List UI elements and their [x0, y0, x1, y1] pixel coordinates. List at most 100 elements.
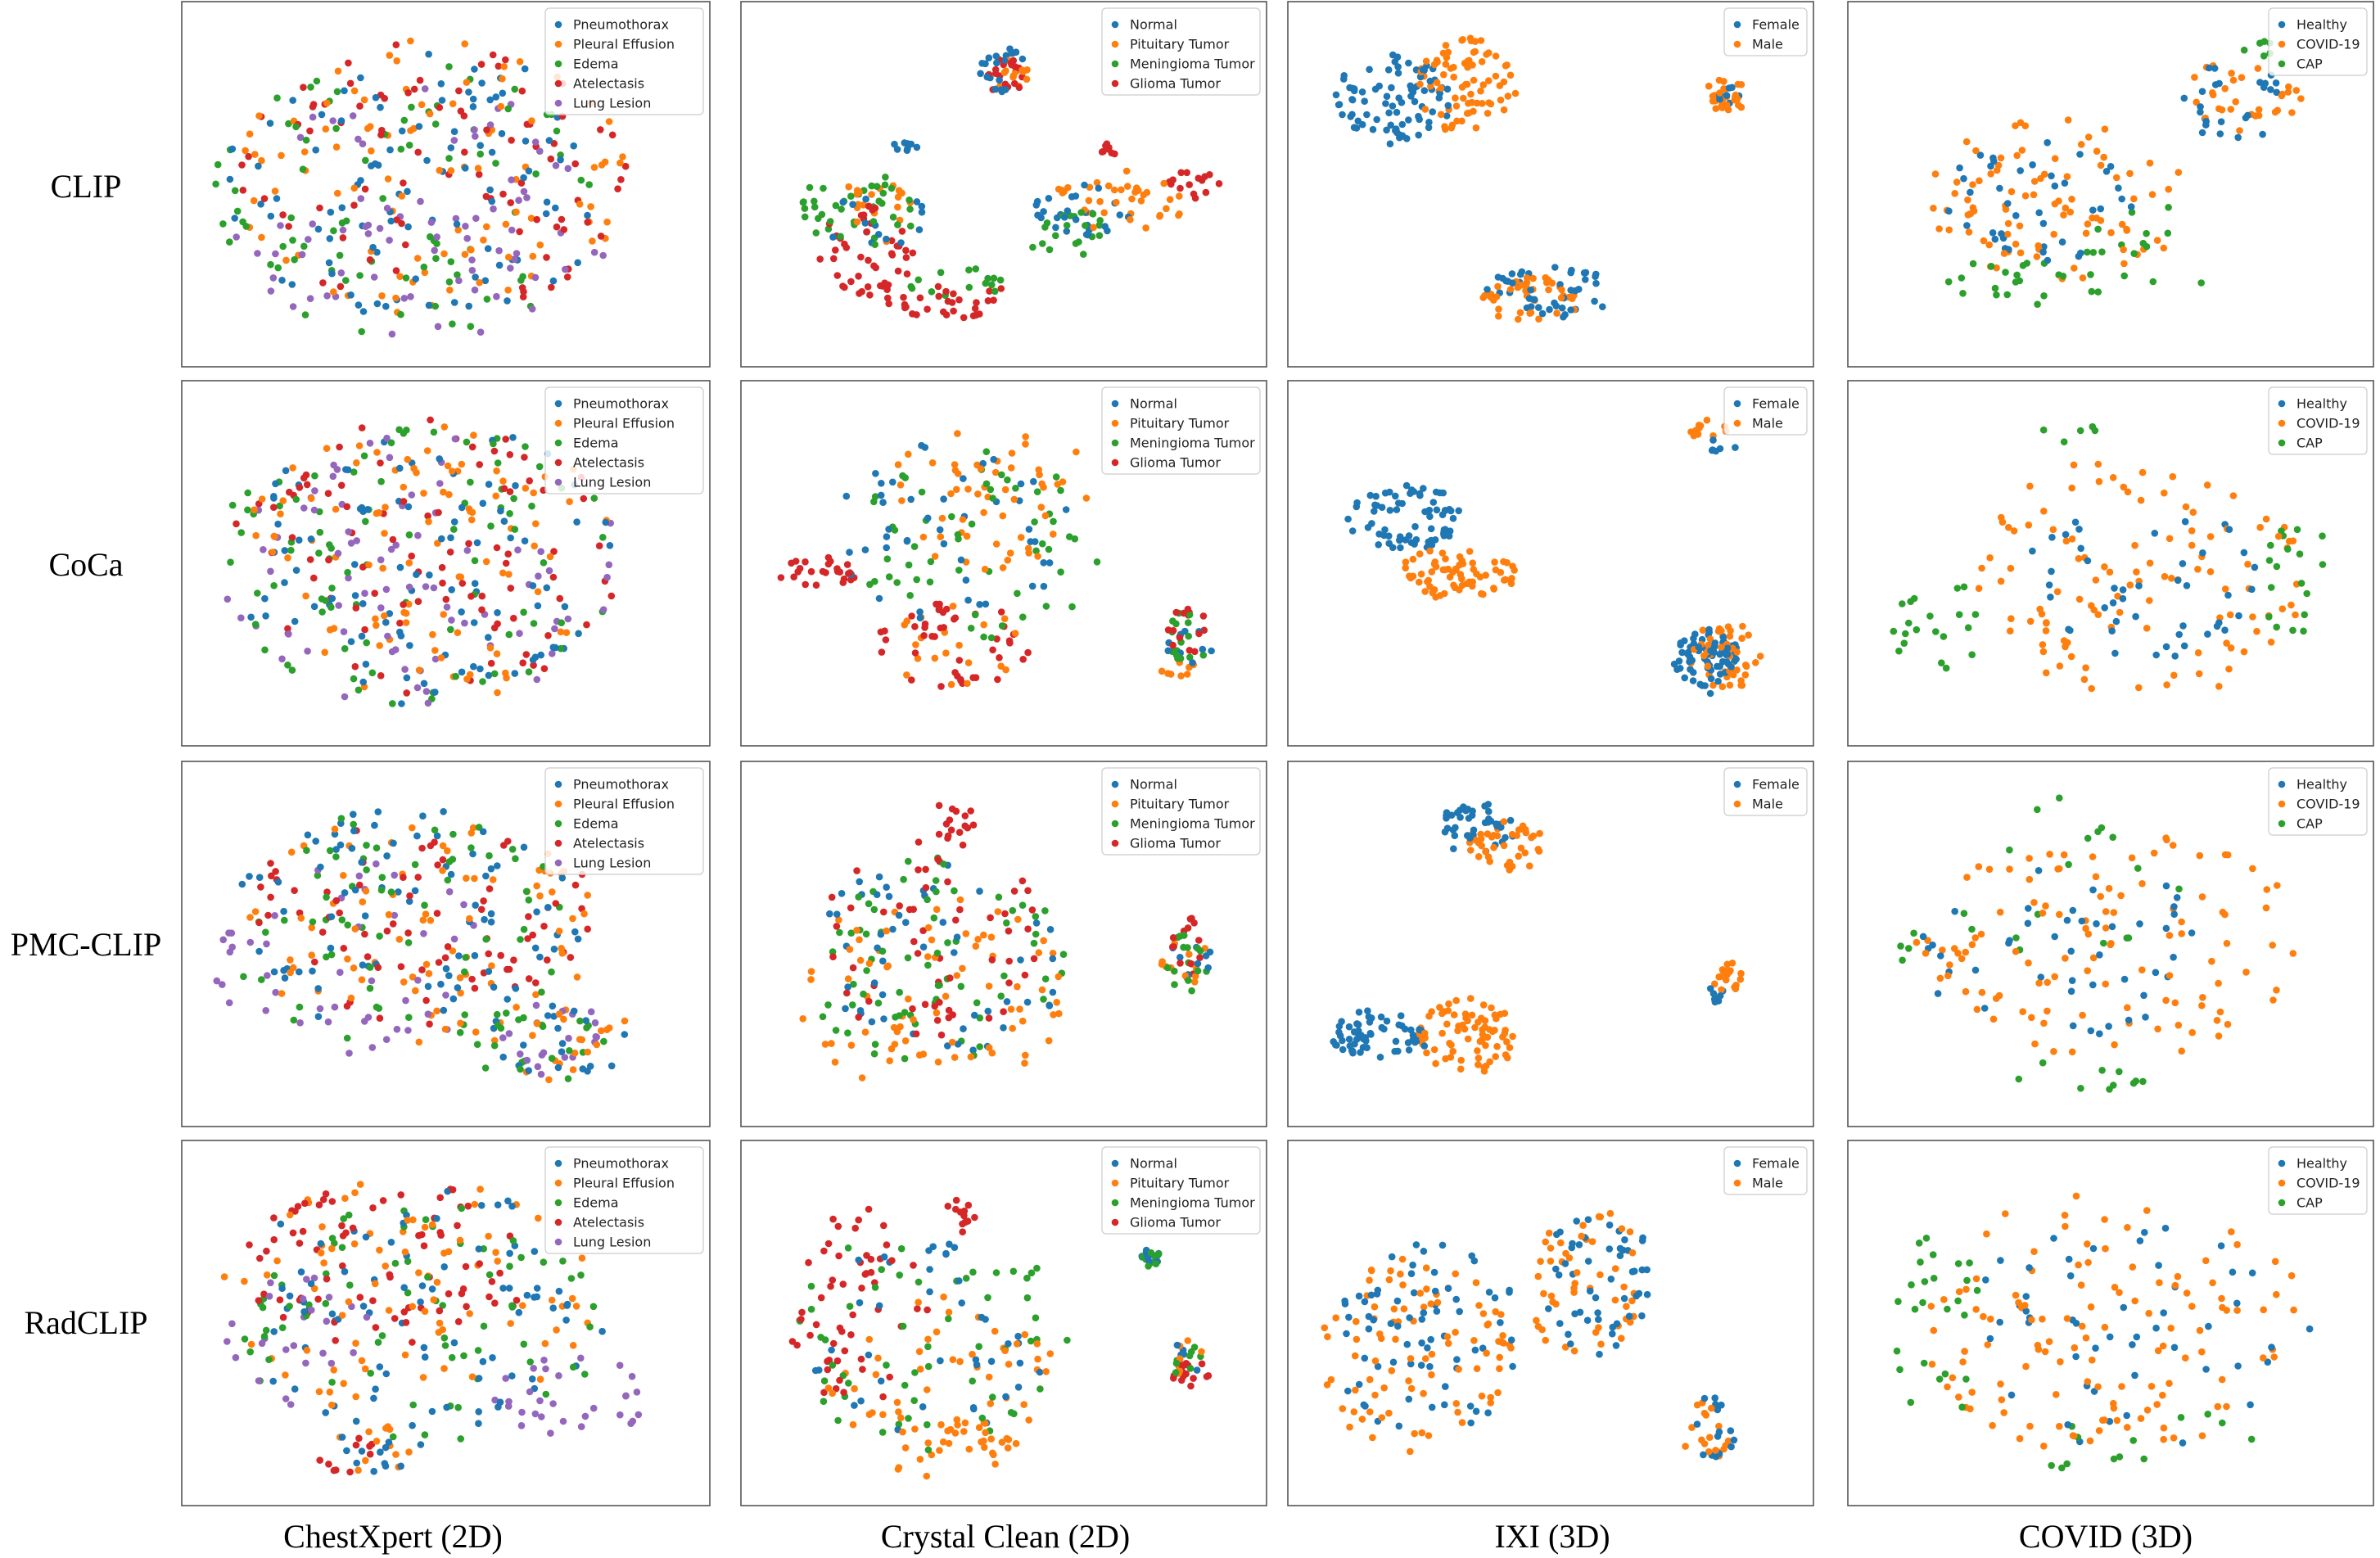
point-pituitary-tumor — [849, 1420, 857, 1429]
point-healthy — [2170, 953, 2177, 961]
point-female — [1433, 1307, 1441, 1315]
point-pleural-effusion — [421, 1223, 429, 1231]
point-edema — [346, 1281, 354, 1289]
point-lung-lesion — [224, 595, 232, 603]
point-pneumothorax — [424, 982, 432, 991]
point-pleural-effusion — [488, 962, 495, 969]
point-cap — [2040, 292, 2048, 300]
point-meningioma-tumor — [1052, 232, 1059, 240]
point-covid-19 — [1940, 1296, 1948, 1303]
point-male — [1452, 102, 1461, 110]
point-edema — [530, 620, 538, 627]
point-atelectasis — [493, 544, 501, 552]
point-male — [1477, 830, 1484, 838]
legend-label-male: Male — [1752, 797, 1783, 812]
point-atelectasis — [502, 559, 510, 567]
point-female — [1705, 625, 1713, 634]
point-pleural-effusion — [569, 914, 576, 923]
legend-label-female: Female — [1752, 17, 1800, 33]
point-male — [1626, 1318, 1634, 1326]
point-pneumothorax — [412, 275, 419, 283]
point-covid-19 — [2269, 942, 2276, 949]
point-covid-19 — [2221, 910, 2229, 919]
point-pleural-effusion — [307, 494, 315, 503]
legend-label-edema: Edema — [573, 436, 619, 451]
point-male — [1426, 583, 1434, 590]
point-pneumothorax — [278, 1285, 286, 1292]
point-normal — [918, 441, 925, 449]
point-covid-19 — [2106, 568, 2114, 576]
point-atelectasis — [306, 556, 314, 563]
point-male — [1696, 422, 1703, 431]
point-covid-19 — [2273, 987, 2280, 994]
point-meningioma-tumor — [878, 947, 887, 955]
point-female — [1449, 514, 1457, 522]
point-female — [1410, 85, 1417, 93]
point-covid-19 — [2012, 947, 2020, 955]
point-female — [1710, 643, 1718, 651]
point-female — [1429, 108, 1436, 115]
point-pleural-effusion — [251, 908, 260, 915]
point-female — [1335, 101, 1343, 109]
point-edema — [242, 223, 251, 230]
point-edema — [387, 888, 395, 896]
point-male — [1579, 1222, 1587, 1229]
point-male — [1450, 1011, 1458, 1018]
point-glioma-tumor — [946, 816, 954, 824]
point-female — [1394, 70, 1402, 77]
point-male — [1542, 1238, 1549, 1246]
point-female — [1393, 53, 1402, 61]
point-glioma-tumor — [859, 1366, 866, 1373]
point-male — [1548, 279, 1556, 287]
point-normal — [940, 495, 947, 503]
point-pituitary-tumor — [959, 516, 967, 523]
point-male — [1385, 1409, 1393, 1417]
point-pituitary-tumor — [1033, 1340, 1041, 1348]
point-covid-19 — [1997, 154, 2005, 162]
point-lung-lesion — [513, 250, 521, 257]
point-pneumothorax — [558, 874, 567, 882]
point-edema — [292, 123, 300, 131]
point-lung-lesion — [391, 871, 399, 879]
point-pleural-effusion — [415, 666, 423, 674]
point-pneumothorax — [485, 634, 492, 641]
point-edema — [404, 1289, 412, 1297]
point-covid-19 — [1997, 577, 2005, 585]
point-covid-19 — [2126, 169, 2134, 178]
point-edema — [528, 502, 535, 510]
point-meningioma-tumor — [991, 287, 999, 296]
point-female — [1485, 807, 1493, 815]
point-meningioma-tumor — [1023, 1294, 1032, 1302]
point-pleural-effusion — [271, 533, 278, 540]
point-pneumothorax — [533, 1285, 541, 1292]
point-pneumothorax — [465, 302, 472, 310]
point-covid-19 — [2025, 522, 2033, 529]
point-covid-19 — [2138, 966, 2146, 973]
point-pleural-effusion — [341, 1194, 349, 1202]
point-pneumothorax — [257, 201, 264, 208]
point-lung-lesion — [391, 911, 399, 919]
point-normal — [971, 1011, 978, 1019]
point-atelectasis — [316, 204, 323, 212]
point-pituitary-tumor — [981, 1443, 988, 1452]
point-meningioma-tumor — [801, 205, 809, 212]
point-pleural-effusion — [356, 1181, 364, 1188]
point-pneumothorax — [570, 142, 577, 150]
point-male — [1506, 286, 1515, 293]
point-male — [1523, 274, 1531, 282]
point-female — [1508, 270, 1516, 278]
point-normal — [872, 470, 879, 477]
point-healthy — [2141, 1229, 2148, 1236]
point-pneumothorax — [411, 887, 419, 895]
point-pleural-effusion — [353, 459, 360, 467]
point-male — [1491, 1011, 1499, 1018]
point-pneumothorax — [479, 499, 487, 508]
point-male — [1504, 93, 1512, 100]
point-atelectasis — [366, 256, 374, 264]
point-covid-19 — [2045, 1338, 2053, 1345]
point-pleural-effusion — [252, 531, 260, 540]
point-atelectasis — [392, 267, 400, 274]
point-pleural-effusion — [402, 619, 410, 626]
point-healthy — [2233, 1299, 2241, 1307]
